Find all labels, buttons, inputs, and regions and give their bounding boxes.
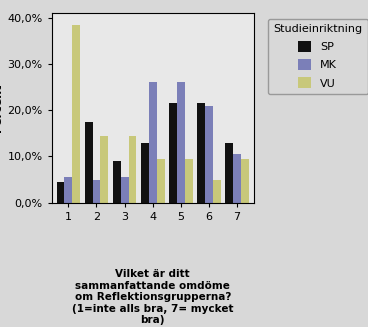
Bar [241, 159, 249, 203]
Bar [157, 159, 164, 203]
Bar [64, 177, 72, 203]
Bar [72, 25, 80, 203]
Bar [213, 180, 221, 203]
Bar [233, 154, 241, 203]
Bar [85, 122, 93, 203]
Text: Vilket är ditt
sammanfattande omdöme
om Reflektionsgrupperna?
(1=inte alls bra, : Vilket är ditt sammanfattande omdöme om … [72, 269, 233, 325]
Bar [149, 82, 157, 203]
Y-axis label: Percent: Percent [0, 84, 3, 132]
Bar [121, 177, 128, 203]
Bar [57, 182, 64, 203]
Bar [100, 136, 108, 203]
Bar [169, 103, 177, 203]
Bar [177, 82, 185, 203]
Bar [113, 161, 121, 203]
Bar [205, 106, 213, 203]
Bar [141, 143, 149, 203]
Bar [128, 136, 137, 203]
Bar [185, 159, 192, 203]
Bar [93, 180, 100, 203]
Bar [197, 103, 205, 203]
Bar [225, 143, 233, 203]
Legend: SP, MK, VU: SP, MK, VU [268, 19, 368, 94]
